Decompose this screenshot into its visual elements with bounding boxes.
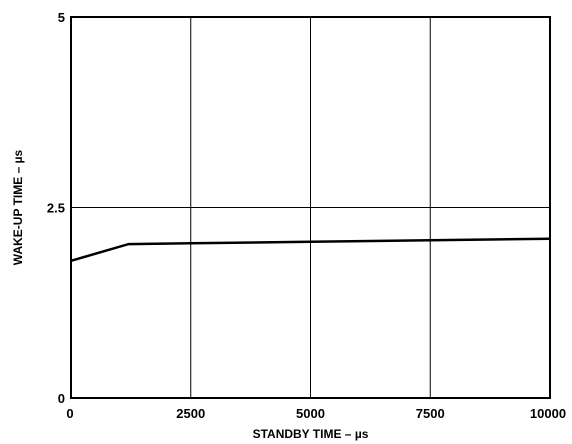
series-line-0 (70, 237, 551, 263)
x-tick-label-1: 2500 (176, 406, 205, 421)
y-tick-label-2: 5 (58, 10, 65, 25)
x-axis-label: STANDBY TIME – µs (253, 427, 369, 441)
x-tick-label-4: 10000 (530, 406, 566, 421)
x-tick-label-0: 0 (66, 406, 73, 421)
x-tick-label-3: 7500 (416, 406, 445, 421)
series-layer (70, 237, 551, 263)
plot-frame (70, 16, 551, 399)
y-tick-label-1: 2.5 (47, 201, 65, 216)
y-tick-label-0: 0 (58, 391, 65, 406)
y-axis-label: WAKE-UP TIME – µs (11, 149, 25, 265)
tick-labels: 0 2500 5000 7500 10000 0 2.5 5 (47, 10, 566, 421)
x-tick-label-2: 5000 (296, 406, 325, 421)
grid-lines (71, 17, 550, 398)
